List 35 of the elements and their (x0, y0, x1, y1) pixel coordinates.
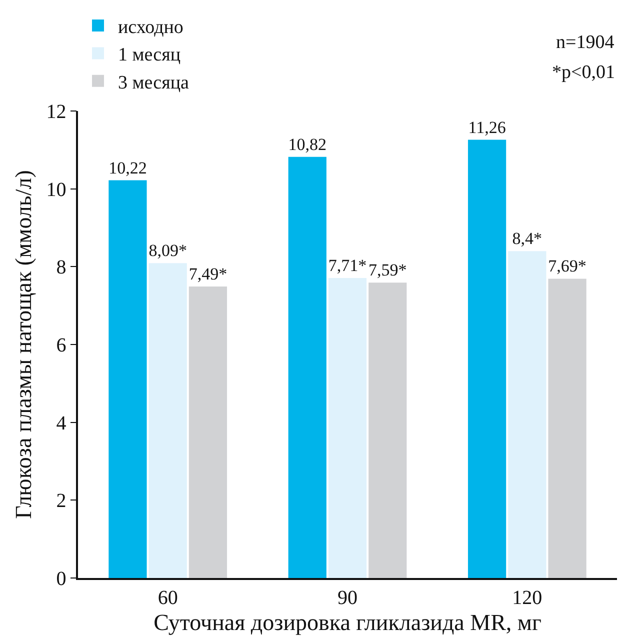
data-label: 7,49* (188, 264, 228, 284)
text: n=1904 (556, 32, 615, 53)
y-tick-label: 12 (46, 101, 66, 123)
legend-label: 1 месяц (118, 44, 181, 66)
bar (188, 286, 228, 578)
data-label: 7,59* (368, 260, 407, 280)
x-tick-label: 90 (338, 586, 358, 609)
data-label: 7,71* (328, 256, 367, 275)
data-label: 10,82 (288, 134, 326, 154)
data-label: 8,09* (148, 241, 187, 260)
y-tick-label: 10 (46, 178, 66, 201)
bar (548, 278, 586, 578)
y-tick-label: 8 (56, 256, 66, 279)
data-label: 8,4* (512, 229, 542, 248)
y-tick-label: 0 (56, 568, 66, 590)
data-label: 7,69* (548, 256, 586, 276)
legend-label: исходно (118, 16, 184, 38)
bar (468, 140, 506, 578)
legend-label: 3 месяца (118, 72, 190, 94)
data-label: 10,22 (108, 158, 147, 178)
y-axis-title: Глюкоза плазмы натощак (ммоль/л) (11, 170, 36, 519)
text: *p<0,01 (552, 62, 615, 83)
bar (288, 156, 326, 578)
bar (508, 251, 546, 578)
x-tick-label: 120 (512, 586, 542, 609)
y-tick-label: 2 (56, 490, 66, 512)
x-axis-title: Суточная дозировка гликлазида MR, мг (154, 610, 542, 635)
bar (108, 180, 147, 578)
data-label: 11,26 (468, 118, 506, 137)
bar (148, 263, 187, 578)
bar (368, 282, 407, 578)
bar (328, 278, 367, 578)
y-tick-label: 4 (56, 412, 66, 434)
x-tick-label: 60 (158, 586, 178, 609)
y-tick-label: 6 (56, 334, 66, 356)
